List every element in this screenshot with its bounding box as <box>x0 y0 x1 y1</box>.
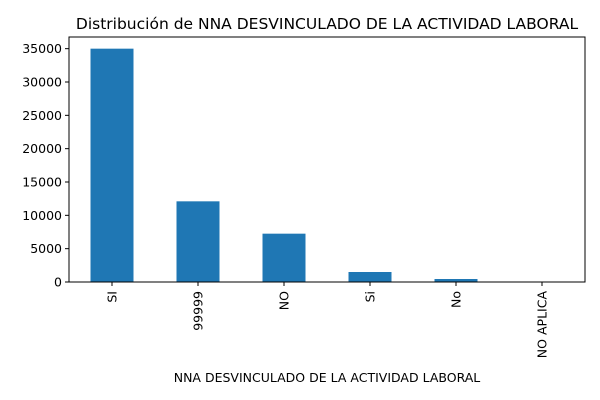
x-tick-label: 99999 <box>191 291 206 331</box>
y-tick-label: 20000 <box>22 141 62 156</box>
bar <box>348 272 392 282</box>
x-tick-label: No <box>449 291 464 308</box>
bar <box>262 233 306 282</box>
y-tick-label: 35000 <box>22 41 62 56</box>
bars-group <box>90 48 564 282</box>
plot-frame <box>68 36 586 283</box>
bar <box>176 201 220 282</box>
y-tick-label: 30000 <box>22 75 62 90</box>
x-tick-label: NO APLICA <box>535 291 550 359</box>
x-axis: SI 99999 NO Si No NO APLICA <box>105 282 550 358</box>
x-tick-label: Si <box>363 291 378 302</box>
y-tick-label: 10000 <box>22 208 62 223</box>
x-tick-label: SI <box>105 291 120 303</box>
chart-title: Distribución de NNA DESVINCULADO DE LA A… <box>76 15 579 33</box>
y-tick-label: 0 <box>54 275 62 290</box>
bar <box>90 48 134 282</box>
y-tick-label: 25000 <box>22 108 62 123</box>
y-tick-label: 5000 <box>30 241 62 256</box>
bar <box>434 279 478 282</box>
x-axis-label: NNA DESVINCULADO DE LA ACTIVIDAD LABORAL <box>174 370 481 385</box>
x-tick-label: NO <box>277 291 292 310</box>
y-axis: 0 5000 10000 15000 20000 25000 30000 35000 <box>22 41 69 290</box>
y-tick-label: 15000 <box>22 175 62 190</box>
